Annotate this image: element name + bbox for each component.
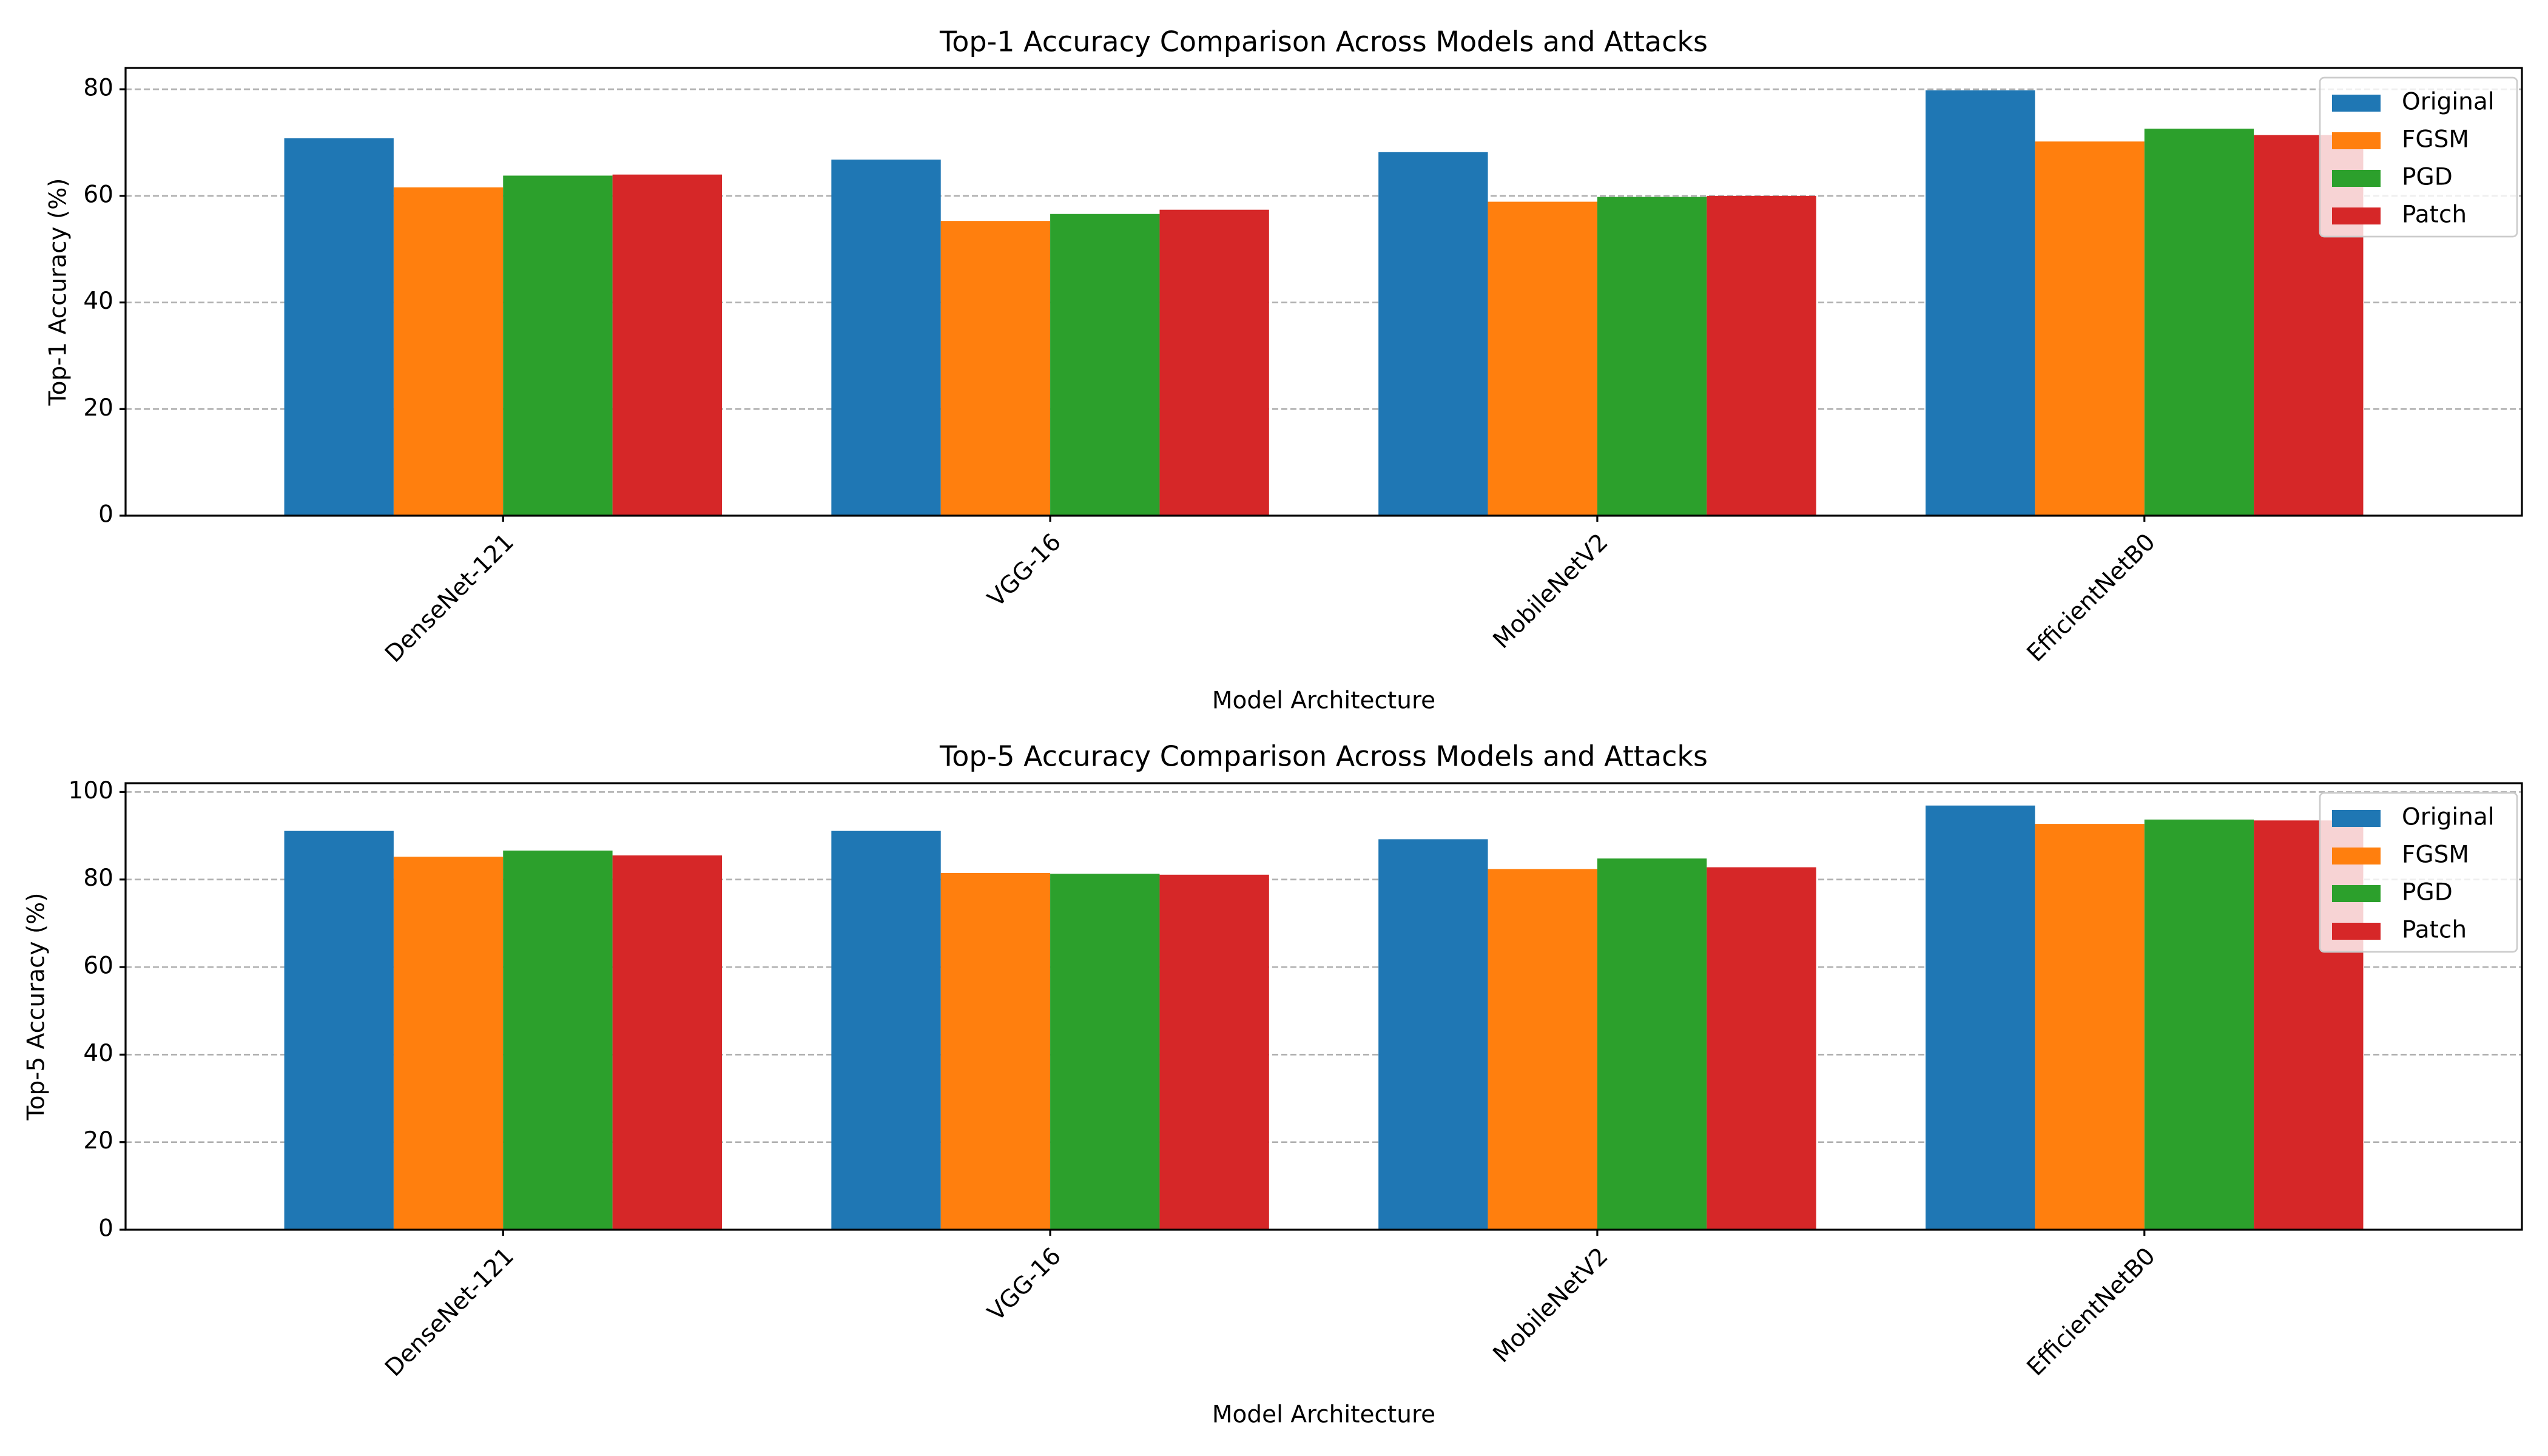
bar-original-efficientnetb0 bbox=[1926, 90, 2035, 516]
legend-label-pgd: PGD bbox=[2402, 879, 2453, 906]
bar-fgsm-densenet-121 bbox=[393, 187, 504, 516]
bar-fgsm-efficientnetb0 bbox=[2035, 141, 2145, 516]
x-tick-label: DenseNet-121 bbox=[380, 528, 519, 668]
legend-swatch-pgd bbox=[2332, 885, 2381, 902]
bar-original-vgg-16 bbox=[831, 160, 941, 516]
bar-original-efficientnetb0 bbox=[1926, 805, 2035, 1230]
legend-label-pgd: PGD bbox=[2402, 164, 2453, 191]
x-axis-ticks: DenseNet-121 VGG-16 MobileNetV2 EfficientNe… bbox=[380, 516, 2161, 668]
bar-pgd-densenet-121 bbox=[503, 175, 613, 516]
y-tick-label: 0 bbox=[98, 501, 113, 528]
bar-pgd-mobilenetv2 bbox=[1597, 858, 1707, 1230]
x-tick-label: EfficientNetB0 bbox=[2022, 528, 2161, 667]
x-tick-label: MobileNetV2 bbox=[1488, 528, 1614, 654]
bar-original-mobilenetv2 bbox=[1378, 152, 1488, 516]
legend-swatch-original bbox=[2332, 95, 2381, 112]
legend-swatch-patch bbox=[2332, 207, 2381, 224]
bar-patch-mobilenetv2 bbox=[1707, 867, 1816, 1230]
bar-fgsm-mobilenetv2 bbox=[1488, 201, 1597, 516]
axes-frame bbox=[124, 782, 2523, 1231]
y-tick-label: 20 bbox=[83, 1127, 113, 1154]
x-tick-label: MobileNetV2 bbox=[1488, 1242, 1614, 1368]
bar-original-vgg-16 bbox=[831, 831, 941, 1230]
y-tick-label: 0 bbox=[98, 1215, 113, 1242]
bar-fgsm-efficientnetb0 bbox=[2035, 824, 2145, 1230]
y-axis-ticks: 0 20 40 60 80 100 bbox=[69, 777, 126, 1242]
legend-frame bbox=[2319, 792, 2518, 953]
legend-label-fgsm: FGSM bbox=[2402, 126, 2469, 153]
x-axis-label: Model Architecture bbox=[1212, 1401, 1435, 1429]
y-tick-label: 60 bbox=[83, 952, 113, 980]
y-tick-label: 80 bbox=[83, 75, 113, 102]
bar-pgd-efficientnetb0 bbox=[2144, 819, 2254, 1230]
bar-pgd-densenet-121 bbox=[503, 851, 613, 1230]
bar-original-densenet-121 bbox=[284, 831, 394, 1230]
legend-label-patch: Patch bbox=[2402, 917, 2467, 944]
bar-patch-mobilenetv2 bbox=[1707, 195, 1816, 516]
legend-frame bbox=[2319, 76, 2518, 238]
bar-patch-densenet-121 bbox=[612, 855, 722, 1230]
bar-patch-vgg-16 bbox=[1159, 874, 1269, 1230]
x-axis-label: Model Architecture bbox=[1212, 687, 1435, 715]
legend-label-patch: Patch bbox=[2402, 201, 2467, 229]
legend-swatch-pgd bbox=[2332, 170, 2381, 187]
legend-swatch-patch bbox=[2332, 923, 2381, 940]
legend-swatch-fgsm bbox=[2332, 132, 2381, 149]
y-tick-label: 80 bbox=[83, 864, 113, 892]
legend-label-original: Original bbox=[2402, 804, 2495, 831]
bar-fgsm-mobilenetv2 bbox=[1488, 869, 1597, 1230]
x-tick-label: DenseNet-121 bbox=[380, 1242, 519, 1382]
bar-fgsm-densenet-121 bbox=[393, 857, 504, 1230]
y-tick-label: 40 bbox=[83, 288, 113, 315]
bar-pgd-mobilenetv2 bbox=[1597, 197, 1707, 516]
chart-title: Top-1 Accuracy Comparison Across Models … bbox=[939, 25, 1708, 58]
y-axis-label: Top-1 Accuracy (%) bbox=[45, 178, 72, 406]
chart-top5-accuracy: Top-5 Accuracy Comparison Across Models … bbox=[23, 740, 2523, 1429]
bar-patch-densenet-121 bbox=[612, 174, 722, 516]
bars bbox=[284, 90, 2364, 516]
bar-fgsm-vgg-16 bbox=[940, 221, 1051, 516]
legend-label-fgsm: FGSM bbox=[2402, 841, 2469, 869]
bar-pgd-vgg-16 bbox=[1050, 214, 1160, 516]
bar-original-densenet-121 bbox=[284, 138, 394, 516]
bar-pgd-vgg-16 bbox=[1050, 874, 1160, 1230]
legend-label-original: Original bbox=[2402, 89, 2495, 116]
x-tick-label: VGG-16 bbox=[982, 1242, 1066, 1326]
x-axis-ticks: DenseNet-121 VGG-16 MobileNetV2 EfficientNe… bbox=[380, 1230, 2161, 1382]
bar-original-mobilenetv2 bbox=[1378, 839, 1488, 1230]
y-axis-label: Top-5 Accuracy (%) bbox=[23, 892, 50, 1121]
legend: Original FGSM PGD Patch bbox=[2319, 76, 2518, 238]
bars bbox=[284, 805, 2364, 1230]
bar-fgsm-vgg-16 bbox=[940, 872, 1051, 1230]
legend: Original FGSM PGD Patch bbox=[2319, 792, 2518, 953]
y-tick-label: 100 bbox=[69, 777, 113, 804]
y-tick-label: 20 bbox=[83, 394, 113, 422]
x-tick-label: VGG-16 bbox=[982, 528, 1066, 612]
y-tick-label: 60 bbox=[83, 181, 113, 208]
axes-frame bbox=[124, 67, 2523, 517]
y-axis-ticks: 0 20 40 60 80 bbox=[83, 75, 126, 528]
legend-swatch-fgsm bbox=[2332, 848, 2381, 864]
y-tick-label: 40 bbox=[83, 1040, 113, 1067]
chart-title: Top-5 Accuracy Comparison Across Models … bbox=[939, 740, 1708, 773]
legend-swatch-original bbox=[2332, 810, 2381, 827]
bar-pgd-efficientnetb0 bbox=[2144, 129, 2254, 516]
chart-top1-accuracy: Top-1 Accuracy Comparison Across Models … bbox=[45, 25, 2523, 715]
bar-patch-vgg-16 bbox=[1159, 209, 1269, 516]
x-tick-label: EfficientNetB0 bbox=[2022, 1242, 2161, 1381]
